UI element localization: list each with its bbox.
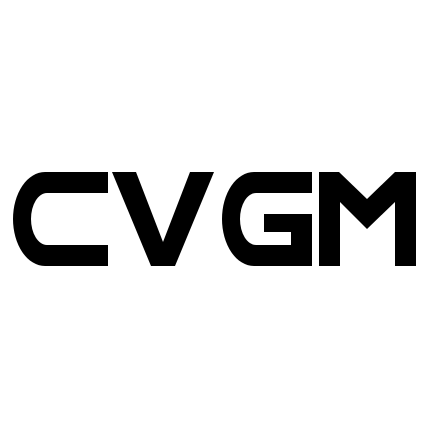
logo-letter-c	[13, 172, 108, 266]
logo-letter-m	[319, 172, 416, 266]
logo-letter-v	[112, 172, 214, 266]
logo-letter-g	[222, 172, 312, 266]
